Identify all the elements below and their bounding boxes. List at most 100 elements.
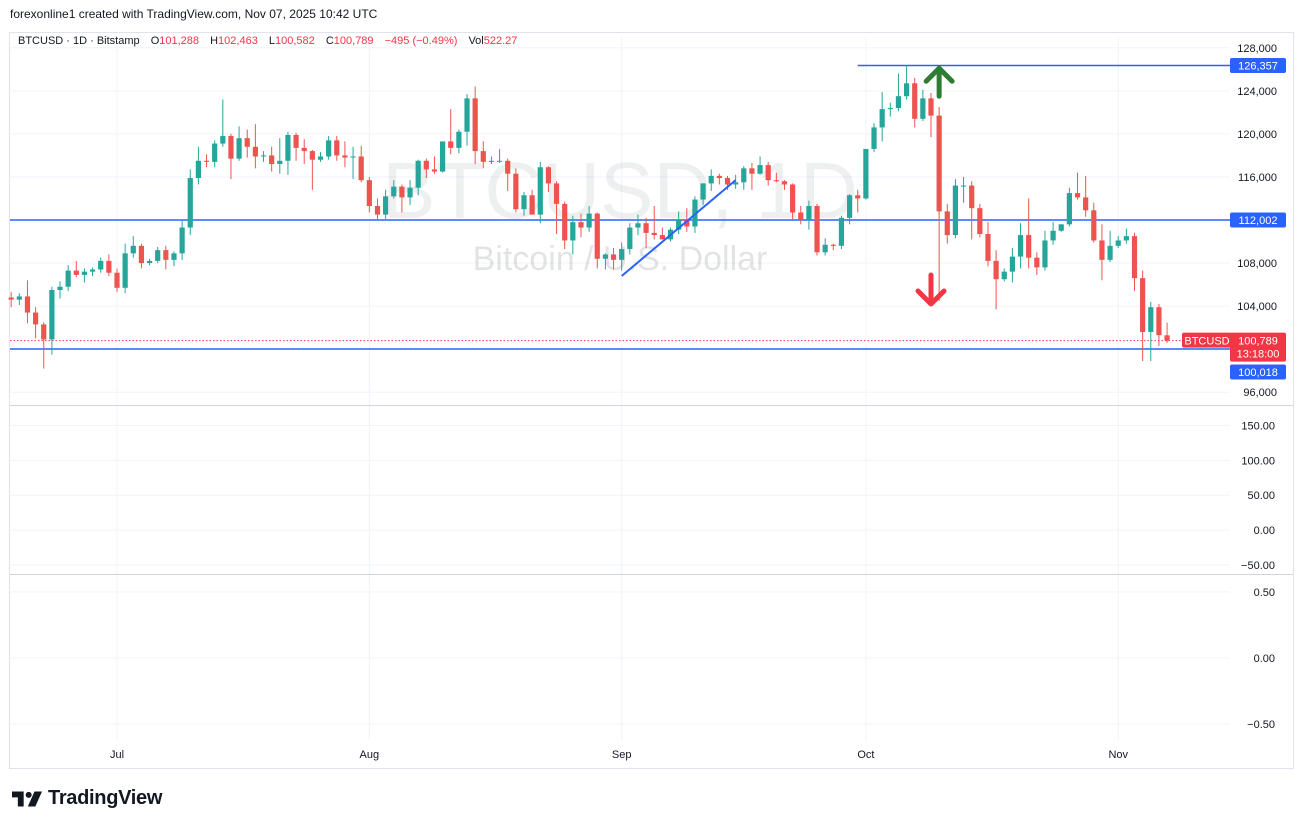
candle [155, 246, 161, 264]
candle [1148, 301, 1154, 362]
candle-body [98, 260, 104, 270]
candle [1091, 202, 1097, 243]
candle [277, 138, 283, 174]
candle-body [692, 199, 698, 227]
candle-body [659, 235, 665, 240]
level-tag-bg [1230, 57, 1286, 73]
candle-body [928, 98, 934, 116]
chart-frame [9, 32, 1294, 769]
candle-body [203, 160, 210, 162]
candle [8, 292, 14, 308]
candle-body [643, 223, 649, 233]
candle [1164, 322, 1170, 343]
y-tick-label: 150.00 [1241, 420, 1275, 432]
candle [456, 129, 462, 154]
candle-body [212, 143, 218, 162]
candle-body [301, 147, 307, 152]
time-axis: Jul Aug Sep Oct Nov [110, 749, 1129, 761]
candle [871, 123, 877, 153]
x-tick-label: Jul [110, 749, 124, 761]
candle [895, 73, 902, 112]
candle-body [260, 155, 267, 157]
y-tick-label: 100.00 [1241, 455, 1275, 467]
candle-body [423, 160, 429, 170]
horizontal-levels [10, 64, 1230, 350]
candle [627, 223, 633, 255]
candle-body [146, 260, 153, 264]
candle [733, 174, 739, 189]
candle-body [440, 141, 446, 172]
candle-body [838, 217, 845, 246]
candle-body [358, 156, 364, 181]
y-tick-label: −50.00 [1241, 560, 1275, 572]
candle [944, 203, 950, 244]
candle-body [806, 206, 812, 220]
candle [1074, 172, 1081, 200]
candle [415, 159, 421, 196]
candle [488, 156, 495, 165]
candle [496, 148, 503, 163]
candle [309, 150, 315, 190]
candle [114, 268, 120, 293]
candle-body [285, 134, 291, 161]
candle [41, 322, 47, 369]
y-tick-label: 128,000 [1237, 43, 1277, 55]
candle-body [293, 134, 299, 148]
candle [822, 238, 828, 256]
candle-body [1131, 236, 1138, 279]
footer-brand[interactable]: TradingView [12, 787, 162, 810]
candle-body [488, 160, 495, 162]
chart-drawings [621, 65, 955, 307]
candle-body [57, 286, 63, 290]
candle-body [366, 180, 372, 207]
down-arrow-icon [915, 272, 947, 307]
candle-body [49, 289, 55, 340]
candle [301, 139, 307, 165]
candle [1042, 230, 1048, 271]
candle-body [814, 206, 820, 253]
candle [1123, 228, 1129, 244]
legend-vol-label: Vol [468, 35, 484, 47]
candle-body [993, 260, 999, 280]
candle [236, 126, 242, 161]
candle [24, 280, 31, 324]
candle-body [464, 98, 470, 132]
candle-body [65, 270, 71, 287]
legend-open: 101,288 [159, 35, 200, 47]
trendline [621, 179, 737, 277]
legend-open-label: O [150, 35, 160, 47]
candle-body [757, 165, 763, 174]
candle-body [635, 223, 641, 228]
candle-body [781, 181, 788, 185]
candle [472, 86, 478, 165]
candle [562, 201, 568, 250]
candle-body [594, 213, 600, 259]
candle-body [684, 220, 690, 227]
candle [830, 243, 836, 251]
candle [57, 281, 63, 299]
candle-body [163, 250, 169, 260]
candle-body [521, 195, 527, 210]
y-tick-label: 120,000 [1237, 129, 1277, 141]
chart-attribution: forexonline1 created with TradingView.co… [10, 7, 378, 21]
candle-body [1042, 240, 1048, 268]
candle-body [179, 227, 185, 254]
legend-low: 100,582 [275, 35, 315, 47]
candle-body [798, 212, 804, 220]
candle [635, 214, 641, 236]
candle [521, 192, 527, 216]
candle [985, 222, 991, 267]
candle-body [1148, 307, 1154, 332]
last-price-countdown: 13:18:00 [1237, 349, 1280, 361]
candle-body [716, 175, 722, 179]
candle-body [269, 155, 275, 165]
candle-body [195, 160, 201, 179]
candle [106, 254, 112, 276]
level-tag: 112,002 [1239, 215, 1278, 227]
candle [407, 180, 413, 205]
candle-body [1050, 230, 1056, 241]
legend-symbol[interactable]: BTCUSD · 1D · Bitstamp [18, 35, 140, 47]
candle [643, 217, 649, 248]
candle [179, 221, 185, 260]
